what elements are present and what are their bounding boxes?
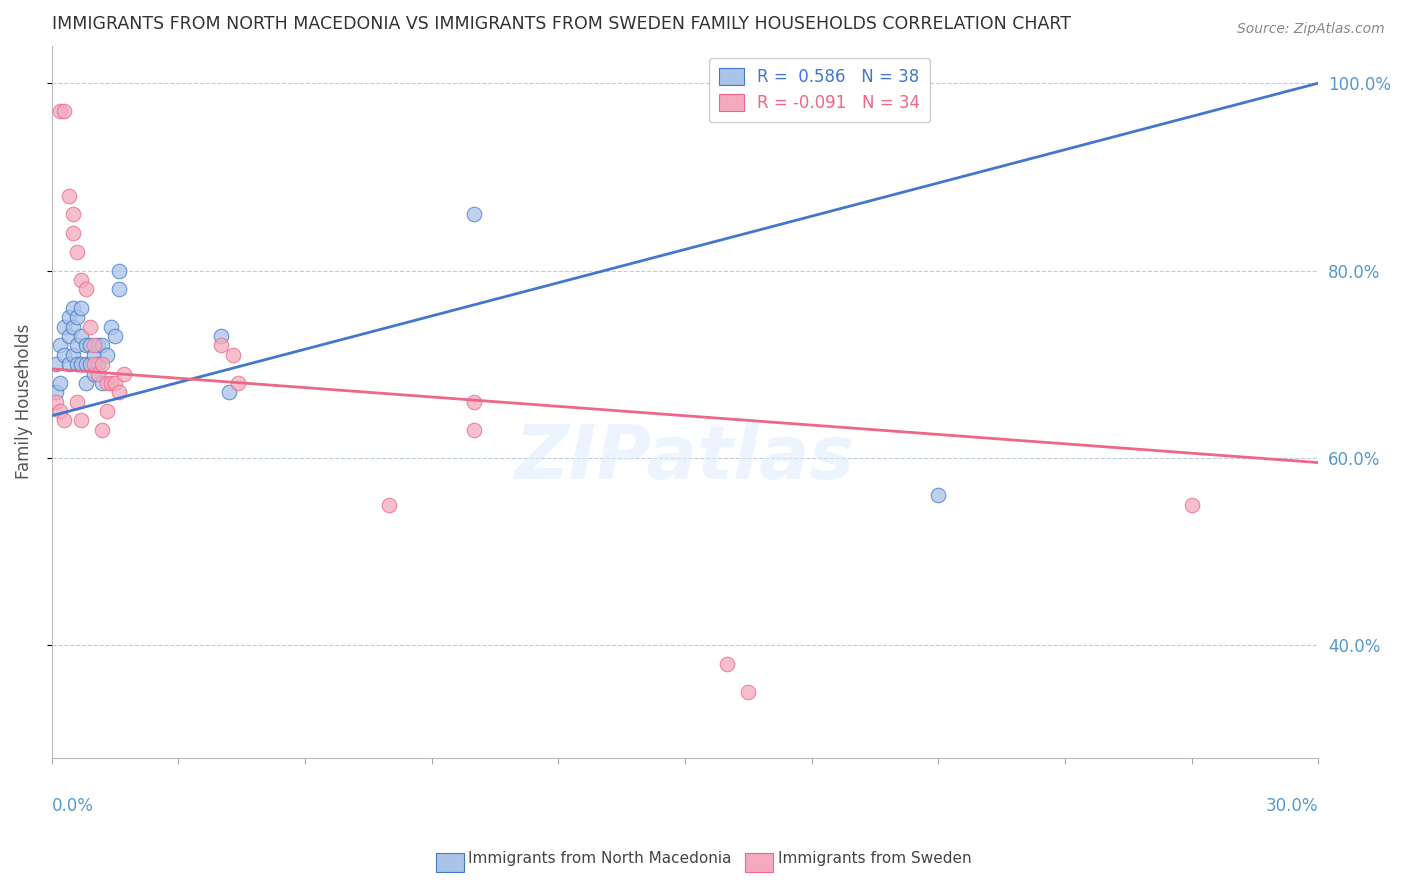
Point [108, 385, 131, 400]
Point [53, 319, 76, 334]
Point [66, 394, 89, 409]
Point [104, 329, 127, 343]
Point [79, 319, 101, 334]
Legend: R =  0.586   N = 38, R = -0.091   N = 34: R = 0.586 N = 38, R = -0.091 N = 34 [709, 58, 929, 122]
Point [62, 301, 84, 315]
Point [53, 348, 76, 362]
Point [83, 348, 105, 362]
Text: 0.0%: 0.0% [52, 797, 94, 814]
Point [87, 357, 110, 371]
Text: Source: ZipAtlas.com: Source: ZipAtlas.com [1237, 22, 1385, 37]
Point [75, 357, 97, 371]
Point [226, 376, 249, 390]
Point [58, 188, 80, 202]
Point [66, 338, 89, 352]
Point [45, 385, 67, 400]
Point [91, 423, 114, 437]
Text: IMMIGRANTS FROM NORTH MACEDONIA VS IMMIGRANTS FROM SWEDEN FAMILY HOUSEHOLDS CORR: IMMIGRANTS FROM NORTH MACEDONIA VS IMMIG… [52, 15, 1071, 33]
Point [62, 226, 84, 240]
Point [83, 338, 105, 352]
Point [58, 329, 80, 343]
Point [87, 338, 110, 352]
Point [58, 310, 80, 325]
Point [218, 385, 240, 400]
Point [96, 348, 118, 362]
Point [70, 301, 93, 315]
Point [70, 329, 93, 343]
Point [91, 357, 114, 371]
Point [45, 357, 67, 371]
Point [62, 348, 84, 362]
Point [49, 104, 72, 119]
Point [49, 404, 72, 418]
Point [79, 338, 101, 352]
Point [66, 310, 89, 325]
Text: Immigrants from Sweden: Immigrants from Sweden [778, 851, 972, 865]
Point [49, 376, 72, 390]
Point [108, 263, 131, 277]
Point [75, 282, 97, 296]
Point [79, 357, 101, 371]
Point [49, 338, 72, 352]
Y-axis label: Family Households: Family Households [15, 324, 32, 479]
Point [96, 376, 118, 390]
Point [62, 319, 84, 334]
Point [463, 394, 485, 409]
Point [378, 498, 401, 512]
Point [70, 273, 93, 287]
Point [463, 423, 485, 437]
Point [100, 376, 122, 390]
Point [66, 357, 89, 371]
Point [108, 282, 131, 296]
Point [45, 394, 67, 409]
Point [91, 338, 114, 352]
Point [100, 319, 122, 334]
Point [104, 376, 127, 390]
Point [75, 376, 97, 390]
Point [463, 207, 485, 221]
Point [70, 413, 93, 427]
Point [96, 404, 118, 418]
Text: Immigrants from North Macedonia: Immigrants from North Macedonia [468, 851, 731, 865]
Point [53, 413, 76, 427]
Point [91, 376, 114, 390]
Point [716, 657, 738, 671]
Point [58, 357, 80, 371]
Point [83, 357, 105, 371]
Point [737, 685, 759, 699]
Point [927, 488, 949, 502]
Point [83, 367, 105, 381]
Point [70, 357, 93, 371]
Point [112, 367, 135, 381]
Point [209, 329, 232, 343]
Text: 30.0%: 30.0% [1265, 797, 1319, 814]
Point [75, 338, 97, 352]
Point [209, 338, 232, 352]
Point [87, 367, 110, 381]
Point [222, 348, 245, 362]
Point [66, 244, 89, 259]
Point [62, 207, 84, 221]
Point [53, 104, 76, 119]
Point [1181, 498, 1204, 512]
Text: ZIPatlas: ZIPatlas [515, 422, 855, 495]
